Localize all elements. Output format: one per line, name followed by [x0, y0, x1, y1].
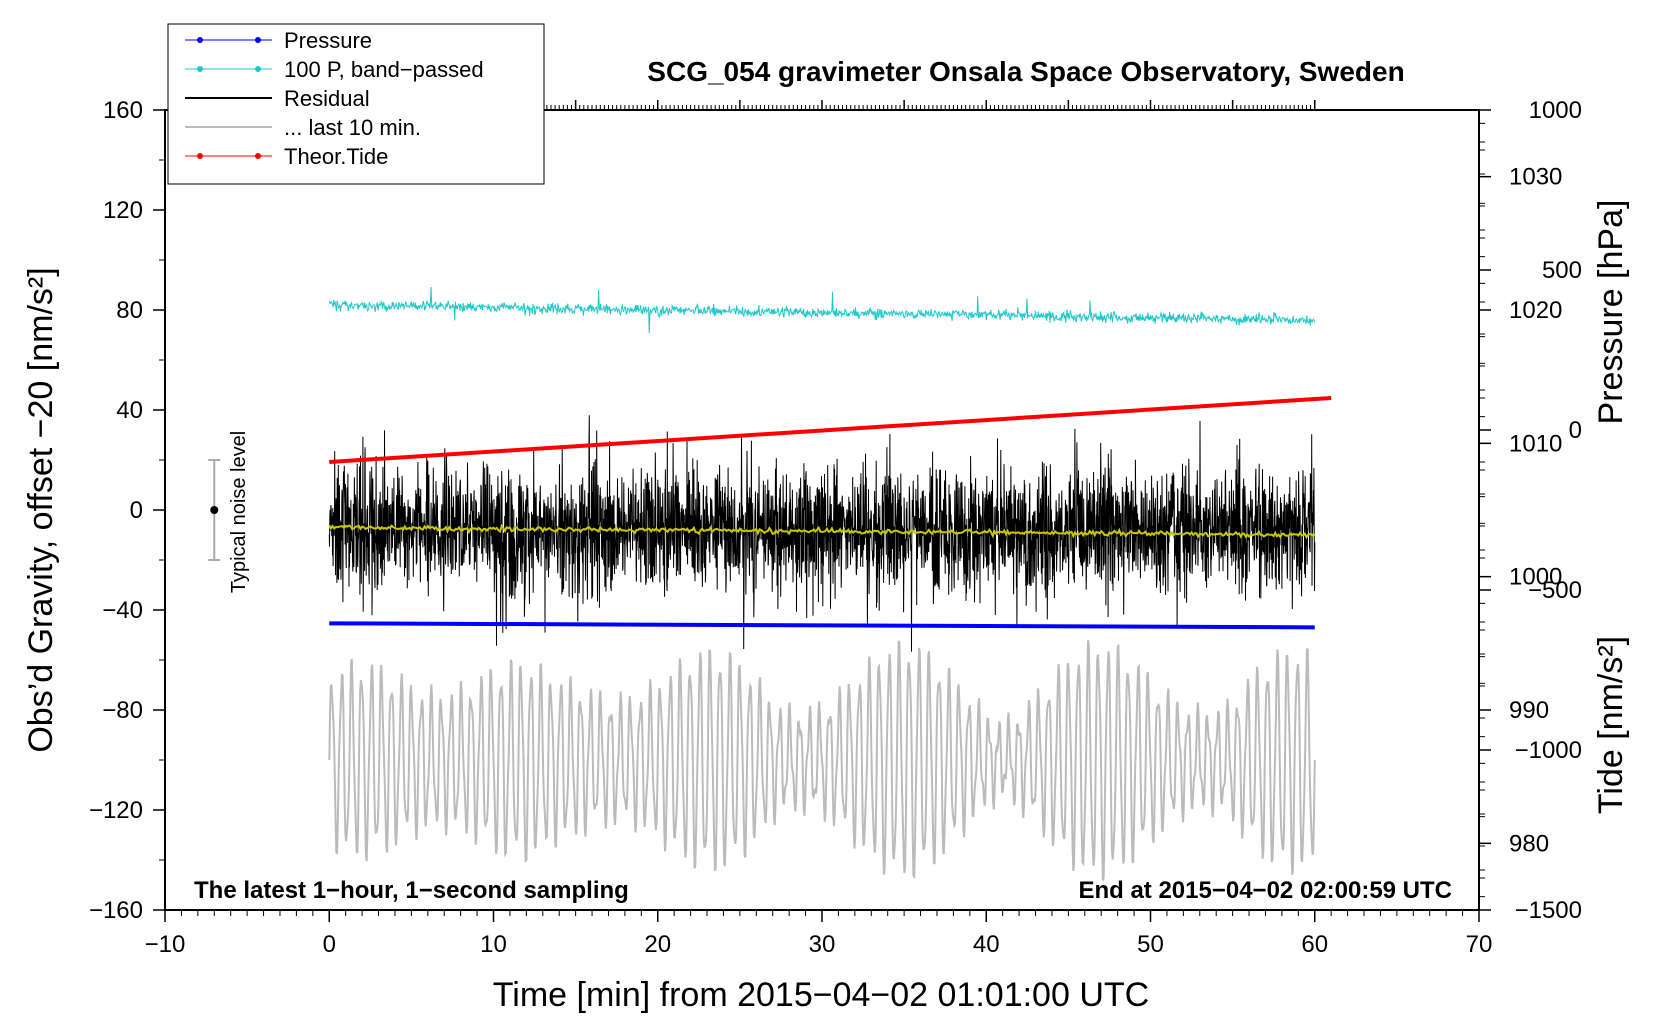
x-axis-title: Time [min] from 2015−04−02 01:01:00 UTC [493, 976, 1149, 1014]
pressure-tick-label: 1030 [1509, 164, 1562, 191]
tide-tick-label: −1000 [1515, 737, 1582, 764]
legend-box [167, 23, 545, 185]
tide-tick-label: 500 [1542, 257, 1582, 284]
x-tick-label: 20 [644, 931, 671, 958]
legend-item: 100 P, band−passed [185, 57, 484, 82]
y-axis-title-tide: Tide [nm/s²] [1592, 636, 1630, 814]
noise-level-indicator: Typical noise level [208, 431, 250, 593]
y-tick-label: 80 [116, 297, 143, 324]
legend-label: Residual [284, 86, 370, 111]
legend-marker [197, 153, 203, 159]
x-tick-label: 70 [1466, 931, 1493, 958]
y-tick-label: −120 [89, 797, 143, 824]
y-tick-label: 40 [116, 397, 143, 424]
y-tick-label: −80 [102, 697, 143, 724]
series-residual-smoothed [328, 523, 1316, 540]
y-tick-label: 120 [103, 197, 143, 224]
tide-tick-label: 0 [1569, 417, 1582, 444]
legend-label: ... last 10 min. [284, 115, 421, 140]
legend: Pressure 100 P, band−passed Residual ... la… [167, 23, 545, 185]
x-tick-label: 30 [809, 931, 836, 958]
axis-layer: −10 0 10 20 30 40 50 60 70−160−120−80−4004080120… [89, 97, 1582, 958]
noise-bar-center-dot [210, 506, 219, 514]
x-tick-label: 50 [1137, 931, 1164, 958]
end-time-annotation: End at 2015−04−02 02:00:59 UTC [1078, 877, 1452, 904]
legend-item: Theor.Tide [185, 144, 388, 169]
noise-level-label: Typical noise level [228, 431, 250, 593]
legend-item: Pressure [185, 28, 372, 53]
pressure-tick-label: 1010 [1509, 430, 1562, 457]
x-tick-label: 0 [323, 931, 336, 958]
series-band-passed-pressure [328, 286, 1316, 334]
x-tick-label: 60 [1301, 931, 1328, 958]
series-theoretical-tide [329, 396, 1332, 464]
y-tick-label: −40 [102, 597, 143, 624]
legend-marker [197, 66, 203, 72]
pressure-tick-label: 980 [1509, 830, 1549, 857]
legend-label: Pressure [284, 28, 372, 53]
pressure-tick-label: 1020 [1509, 297, 1562, 324]
sampling-annotation: The latest 1−hour, 1−second sampling [194, 877, 629, 904]
y-tick-label: 0 [130, 497, 143, 524]
x-tick-label: −10 [145, 931, 186, 958]
legend-marker [255, 66, 261, 72]
pressure-tick-label: 1000 [1509, 564, 1562, 591]
legend-label: 100 P, band−passed [284, 57, 484, 82]
legend-marker [255, 153, 261, 159]
series-layer [328, 286, 1332, 881]
tide-tick-label: −500 [1528, 577, 1582, 604]
tide-tick-label: 1000 [1529, 97, 1582, 124]
legend-item: Residual [185, 86, 370, 111]
y-tick-label: −160 [89, 897, 143, 924]
chart-title: SCG_054 gravimeter Onsala Space Observat… [647, 56, 1404, 87]
pressure-tick-label: 990 [1509, 697, 1549, 724]
series-pressure [329, 621, 1315, 630]
series-last-10-min [328, 640, 1316, 881]
legend-marker [197, 37, 203, 43]
x-tick-label: 10 [480, 931, 507, 958]
tide-tick-label: −1500 [1515, 897, 1582, 924]
y-axis-title-gravity: Obs’d Gravity, offset −20 [nm/s²] [22, 267, 60, 752]
y-axis-title-pressure: Pressure [hPa] [1592, 200, 1630, 425]
x-tick-label: 40 [973, 931, 1000, 958]
legend-marker [255, 37, 261, 43]
legend-item: ... last 10 min. [185, 115, 421, 140]
y-tick-label: 160 [103, 97, 143, 124]
legend-label: Theor.Tide [284, 144, 388, 169]
